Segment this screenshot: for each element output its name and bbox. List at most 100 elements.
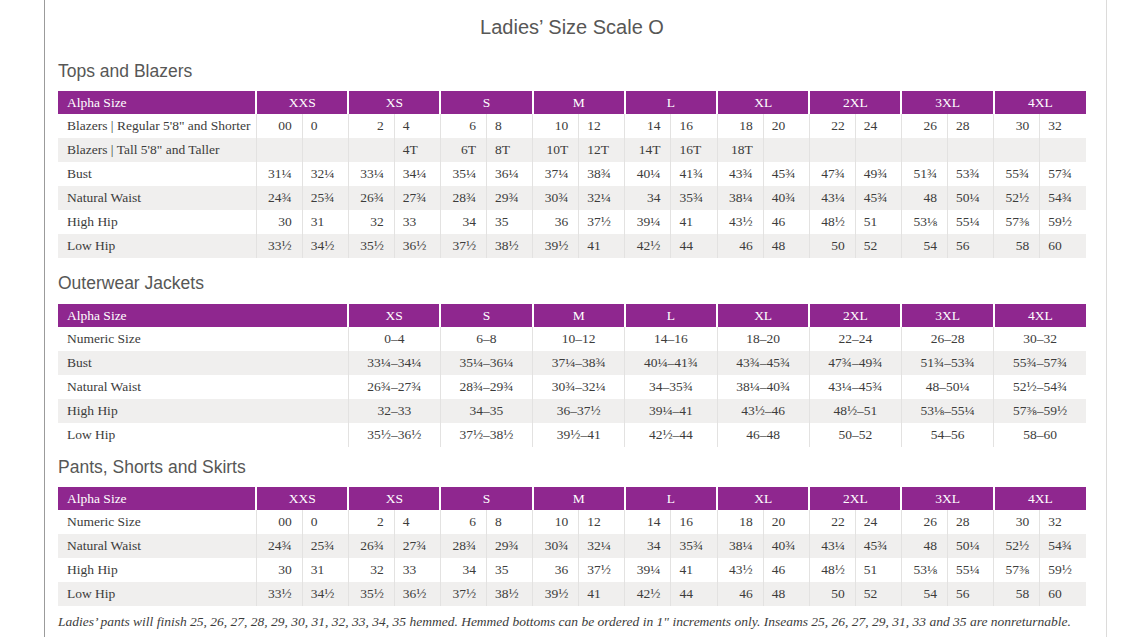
section-heading-outerwear-jackets: Outerwear Jackets xyxy=(58,272,1086,294)
size-range-value: 42½–44 xyxy=(625,423,717,447)
size-range-value: 34–35 xyxy=(440,399,532,423)
size-range-value: 38¼–40¾ xyxy=(717,375,809,399)
size-value: 4 xyxy=(394,114,440,138)
size-value: 37½ xyxy=(579,558,625,582)
size-value xyxy=(763,138,809,162)
size-range-value: 35¼–36¼ xyxy=(440,351,532,375)
size-value: 46 xyxy=(763,558,809,582)
size-value: 20 xyxy=(763,510,809,534)
size-value: 40¾ xyxy=(763,186,809,210)
size-value: 39¼ xyxy=(625,558,671,582)
column-header-label: Alpha Size xyxy=(58,487,256,510)
size-value: 52½ xyxy=(994,186,1040,210)
size-value: 20 xyxy=(763,114,809,138)
size-value: 44 xyxy=(671,234,717,258)
size-value xyxy=(948,138,994,162)
size-value: 31¼ xyxy=(256,162,302,186)
size-value xyxy=(256,138,302,162)
size-table-outerwear-jackets: Alpha SizeXSSMLXL2XL3XL4XLNumeric Size0–… xyxy=(58,304,1086,447)
size-value: 50 xyxy=(809,234,855,258)
size-value: 38¼ xyxy=(717,534,763,558)
size-table-pants-shorts-skirts: Alpha SizeXXSXSSMLXL2XL3XL4XLNumeric Siz… xyxy=(58,487,1086,606)
size-value: 0 xyxy=(302,114,348,138)
size-value: 59½ xyxy=(1040,558,1086,582)
size-value xyxy=(901,138,947,162)
size-value: 33½ xyxy=(256,582,302,606)
size-value: 00 xyxy=(256,114,302,138)
size-value: 52 xyxy=(855,582,901,606)
size-value: 34¼ xyxy=(394,162,440,186)
size-value: 57¾ xyxy=(1040,162,1086,186)
row-label: Bust xyxy=(58,351,348,375)
size-range-value: 55¾–57¾ xyxy=(994,351,1086,375)
section-heading-pants-shorts-skirts: Pants, Shorts and Skirts xyxy=(58,456,1086,478)
size-value: 50¼ xyxy=(948,186,994,210)
size-range-value: 57⅜–59½ xyxy=(994,399,1086,423)
size-value: 32 xyxy=(348,558,394,582)
size-value: 51 xyxy=(855,558,901,582)
table-row: Natural Waist24¾25¾26¾27¾28¾29¾30¾32¼343… xyxy=(58,186,1086,210)
size-value: 41 xyxy=(579,582,625,606)
size-value: 10 xyxy=(533,114,579,138)
size-value: 22 xyxy=(809,510,855,534)
size-value xyxy=(348,138,394,162)
size-value: 38¼ xyxy=(717,186,763,210)
size-value: 28¾ xyxy=(440,534,486,558)
size-value: 12T xyxy=(579,138,625,162)
size-range-value: 43¾–45¾ xyxy=(717,351,809,375)
column-header-size: 4XL xyxy=(994,91,1086,114)
size-value: 33 xyxy=(394,558,440,582)
size-range-value: 37½–38½ xyxy=(440,423,532,447)
size-value: 50¼ xyxy=(948,534,994,558)
size-value: 6 xyxy=(440,114,486,138)
size-value: 8T xyxy=(487,138,533,162)
size-value: 26 xyxy=(901,510,947,534)
size-value: 48 xyxy=(763,234,809,258)
size-range-value: 0–4 xyxy=(348,327,440,351)
size-value: 56 xyxy=(948,582,994,606)
header-row: Alpha SizeXXSXSSMLXL2XL3XL4XL xyxy=(58,91,1086,114)
size-value: 31 xyxy=(302,558,348,582)
column-header-size: L xyxy=(625,487,717,510)
size-value: 44 xyxy=(671,582,717,606)
column-header-size: 2XL xyxy=(809,91,901,114)
size-range-value: 50–52 xyxy=(809,423,901,447)
size-value: 54 xyxy=(901,234,947,258)
size-value: 8 xyxy=(487,114,533,138)
size-value: 34½ xyxy=(302,582,348,606)
size-value: 53⅛ xyxy=(901,210,947,234)
size-range-value: 39¼–41 xyxy=(625,399,717,423)
size-value: 24¾ xyxy=(256,186,302,210)
size-value: 30 xyxy=(256,210,302,234)
table-row: Numeric Size0–46–810–1214–1618–2022–2426… xyxy=(58,327,1086,351)
size-value: 14 xyxy=(625,114,671,138)
size-range-value: 37¼–38¾ xyxy=(533,351,625,375)
size-value: 60 xyxy=(1040,582,1086,606)
size-value: 30 xyxy=(994,114,1040,138)
size-value: 30¾ xyxy=(533,186,579,210)
size-value: 50 xyxy=(809,582,855,606)
row-label: Low Hip xyxy=(58,423,348,447)
column-header-size: 3XL xyxy=(901,91,993,114)
size-value: 28 xyxy=(948,114,994,138)
size-value: 32¼ xyxy=(579,186,625,210)
size-value: 39½ xyxy=(533,234,579,258)
size-value: 48½ xyxy=(809,210,855,234)
size-value: 38½ xyxy=(487,582,533,606)
size-range-value: 6–8 xyxy=(440,327,532,351)
size-value: 47¾ xyxy=(809,162,855,186)
size-value: 41¾ xyxy=(671,162,717,186)
size-range-value: 26¾–27¾ xyxy=(348,375,440,399)
size-value: 43½ xyxy=(717,558,763,582)
column-header-size: XS xyxy=(348,304,440,327)
table-row: Natural Waist24¾25¾26¾27¾28¾29¾30¾32¼343… xyxy=(58,534,1086,558)
size-value: 41 xyxy=(579,234,625,258)
column-header-label: Alpha Size xyxy=(58,304,348,327)
row-label: Low Hip xyxy=(58,582,256,606)
size-value: 51 xyxy=(855,210,901,234)
size-value: 8 xyxy=(487,510,533,534)
size-value: 30 xyxy=(994,510,1040,534)
row-label: Bust xyxy=(58,162,256,186)
size-range-value: 48–50¼ xyxy=(901,375,993,399)
size-scale-page: Ladies’ Size Scale O Tops and Blazers Al… xyxy=(0,14,1086,630)
